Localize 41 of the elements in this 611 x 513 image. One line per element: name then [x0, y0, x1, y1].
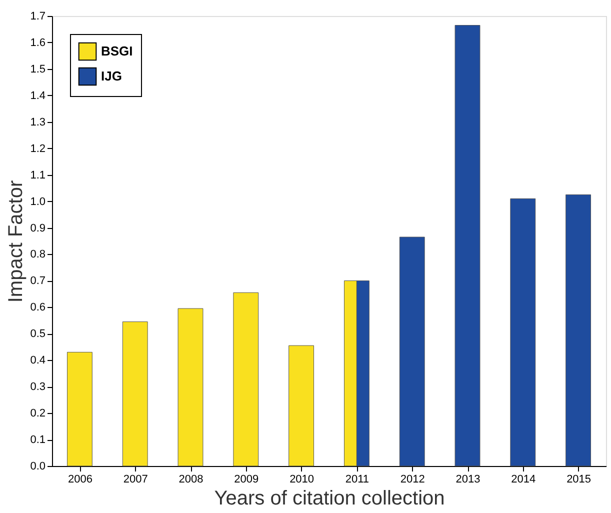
y-tick-label: 0.8 — [30, 248, 46, 261]
x-tick-label: 2007 — [123, 474, 148, 486]
x-tick-label: 2014 — [511, 474, 536, 486]
legend-label: IJG — [101, 68, 122, 84]
y-tick-label: 0.5 — [30, 328, 46, 340]
y-tick-label: 0.3 — [30, 381, 46, 394]
y-axis-title: Impact Factor — [5, 180, 28, 303]
bar — [178, 308, 204, 466]
y-tick-label: 0.0 — [30, 460, 46, 472]
y-tick-label: 1.2 — [30, 142, 46, 155]
x-tick-label: 2012 — [400, 474, 425, 486]
y-tick-label: 0.2 — [30, 408, 46, 420]
y-tick-label: 0.4 — [30, 354, 46, 367]
bar — [454, 25, 480, 466]
y-tick-label: 0.1 — [30, 434, 46, 446]
x-tick-label: 2009 — [234, 474, 259, 486]
y-tick-label: 1.7 — [30, 10, 46, 22]
bar — [122, 321, 148, 466]
bar — [288, 345, 314, 466]
x-tick-label: 2008 — [178, 474, 204, 486]
y-tick-label: 1.0 — [30, 196, 46, 208]
x-axis-title: Years of citation collection — [214, 488, 445, 510]
x-tick-label: 2013 — [456, 474, 480, 486]
x-tick-label: 2010 — [290, 474, 314, 486]
y-tick-label: 1.4 — [30, 90, 46, 102]
y-tick-label: 1.5 — [30, 63, 46, 76]
x-tick-label: 2015 — [566, 474, 592, 486]
bar — [66, 352, 92, 466]
bar — [399, 236, 425, 466]
bar — [566, 194, 592, 466]
bar — [510, 198, 536, 466]
bar — [233, 292, 259, 466]
y-tick-label: 1.1 — [30, 169, 46, 182]
x-tick-label: 2011 — [345, 474, 370, 486]
y-tick-label: 0.9 — [30, 222, 46, 234]
y-tick-label: 1.3 — [30, 116, 46, 128]
y-tick-label: 0.6 — [30, 302, 46, 314]
x-tick-label: 2006 — [68, 474, 92, 486]
y-tick-label: 1.6 — [30, 36, 46, 49]
legend-label: BSGI — [101, 44, 133, 58]
y-tick-label: 0.7 — [30, 275, 46, 288]
